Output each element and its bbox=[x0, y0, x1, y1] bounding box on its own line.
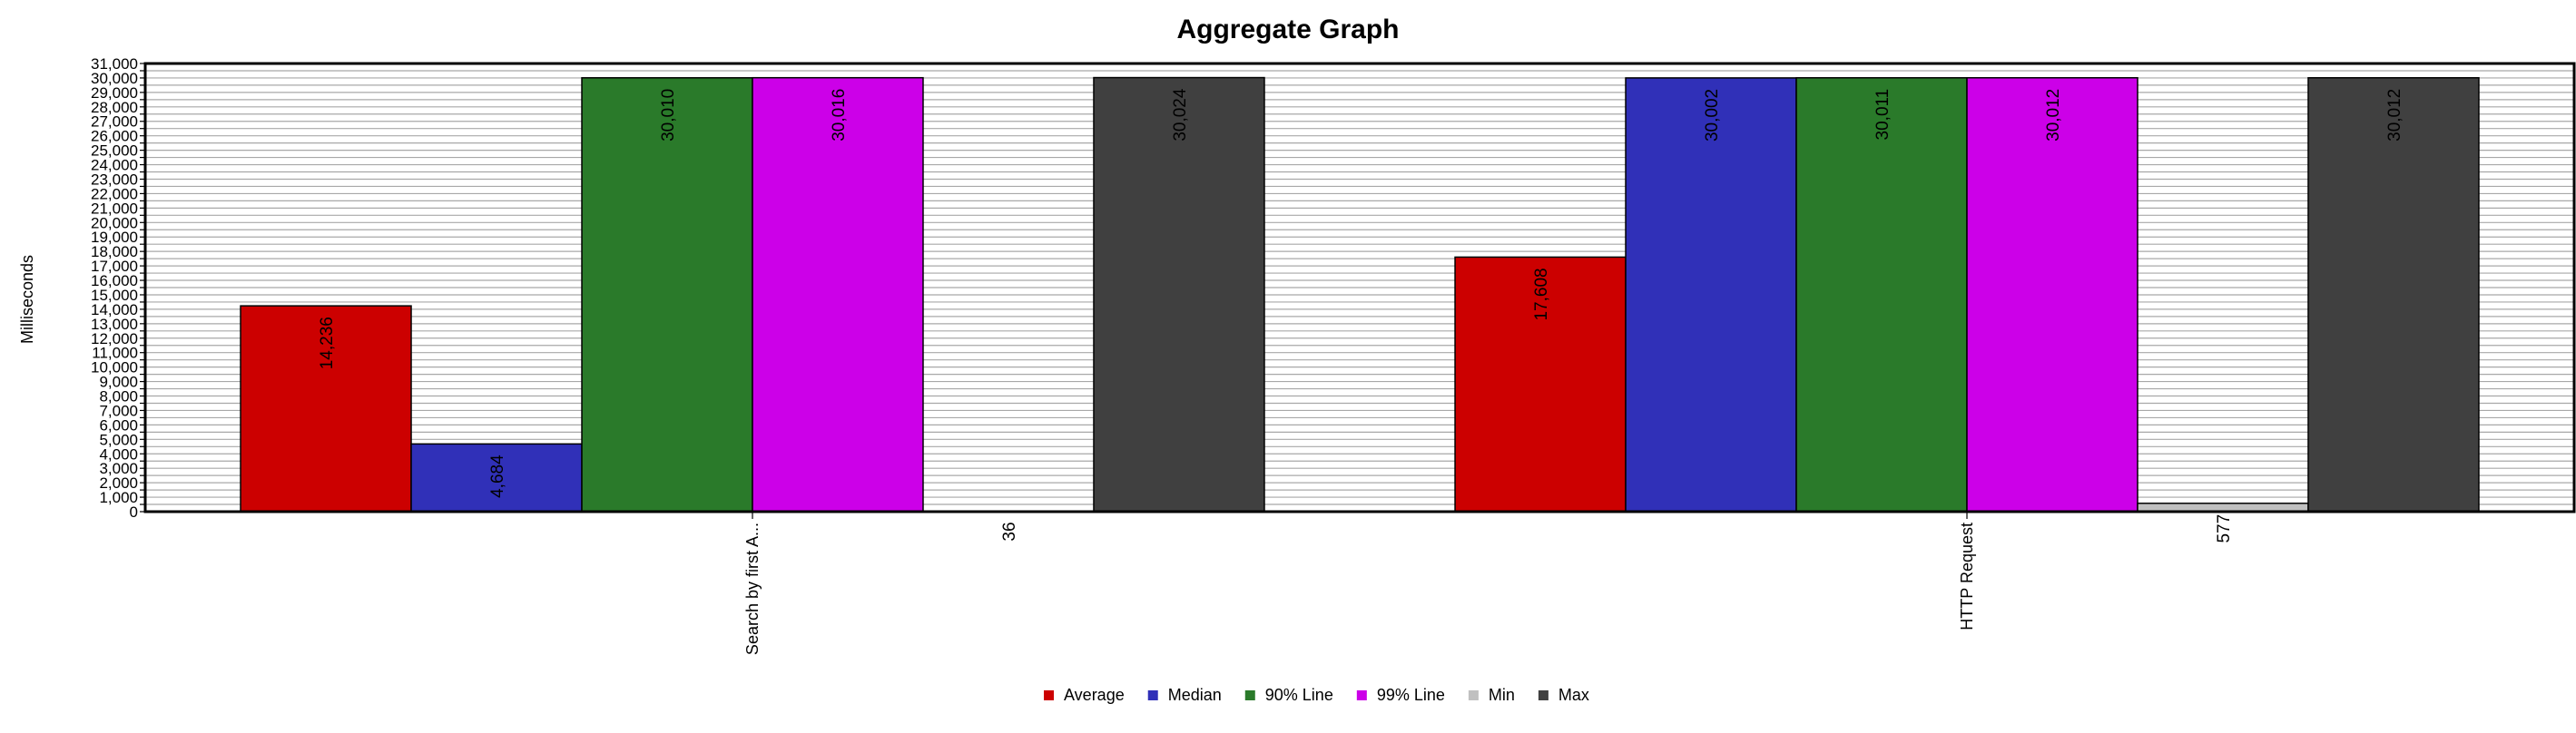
x-axis-ticks: Search by first A... HTTP Request bbox=[743, 512, 1976, 655]
data-label: 577 bbox=[2215, 514, 2234, 543]
legend-label: 99% Line bbox=[1377, 686, 1445, 704]
legend-swatch bbox=[1538, 690, 1549, 700]
y-tick-label: 8,000 bbox=[99, 388, 138, 406]
y-tick-label: 17,000 bbox=[91, 258, 138, 275]
legend-swatch bbox=[1244, 690, 1255, 700]
y-tick-label: 0 bbox=[130, 503, 138, 521]
y-tick-label: 15,000 bbox=[91, 287, 138, 304]
y-tick-label: 20,000 bbox=[91, 214, 138, 231]
bar-99-line-1 bbox=[752, 76, 924, 513]
data-label: 36 bbox=[1000, 522, 1019, 541]
data-labels: 14,236 4,684 30,010 30,016 36 30,024 17,608 30,… bbox=[318, 88, 2404, 542]
legend-item: Max bbox=[1538, 686, 1589, 704]
y-tick-label: 25,000 bbox=[91, 142, 138, 160]
data-label: 4,684 bbox=[488, 454, 507, 498]
bar-99-line-2 bbox=[1966, 76, 2138, 513]
y-tick-label: 1,000 bbox=[99, 489, 138, 506]
y-tick-label: 5,000 bbox=[99, 431, 138, 448]
y-tick-label: 18,000 bbox=[91, 243, 138, 260]
y-tick-label: 21,000 bbox=[91, 200, 138, 217]
legend-item: 90% Line bbox=[1244, 686, 1333, 704]
y-tick-label: 4,000 bbox=[99, 445, 138, 463]
x-tick-label: HTTP Request bbox=[1958, 523, 1976, 630]
y-tick-label: 14,000 bbox=[91, 301, 138, 318]
y-tick-label: 30,000 bbox=[91, 70, 138, 87]
bar-90-line-1 bbox=[581, 77, 753, 513]
legend-item: Min bbox=[1468, 686, 1515, 704]
data-label: 14,236 bbox=[318, 317, 337, 369]
y-tick-label: 28,000 bbox=[91, 99, 138, 116]
legend-swatch bbox=[1468, 690, 1479, 700]
legend-item: Average bbox=[1044, 686, 1125, 704]
y-tick-label: 3,000 bbox=[99, 460, 138, 477]
y-tick-label: 29,000 bbox=[91, 84, 138, 102]
y-tick-label: 11,000 bbox=[92, 345, 138, 362]
bar-max-2 bbox=[2307, 76, 2480, 513]
y-tick-label: 6,000 bbox=[99, 416, 138, 434]
y-tick-label: 13,000 bbox=[91, 316, 138, 333]
legend-item: Median bbox=[1147, 686, 1222, 704]
legend: Average Median 90% Line 99% Line Min Max bbox=[1044, 686, 1589, 704]
data-label: 30,012 bbox=[2385, 89, 2404, 142]
gridlines bbox=[145, 70, 2574, 505]
bar-average-1 bbox=[240, 305, 412, 513]
y-tick-label: 16,000 bbox=[91, 272, 138, 289]
y-tick-label: 2,000 bbox=[99, 474, 138, 492]
legend-label: 90% Line bbox=[1265, 686, 1333, 704]
y-tick-label: 19,000 bbox=[91, 229, 138, 246]
y-tick-label: 26,000 bbox=[91, 128, 138, 145]
legend-label: Median bbox=[1168, 686, 1222, 704]
data-label: 30,011 bbox=[1873, 89, 1893, 141]
x-tick-label: Search by first A... bbox=[743, 523, 762, 655]
y-tick-label: 27,000 bbox=[91, 113, 138, 131]
legend-label: Average bbox=[1064, 686, 1125, 704]
data-label: 30,016 bbox=[830, 89, 849, 142]
legend-swatch bbox=[1356, 690, 1367, 700]
data-label: 30,024 bbox=[1171, 88, 1190, 142]
y-axis-label: Milliseconds bbox=[18, 255, 36, 344]
data-label: 17,608 bbox=[1532, 268, 1551, 320]
bar-90-line-2 bbox=[1795, 77, 1968, 513]
legend-label: Min bbox=[1489, 686, 1515, 704]
y-axis-ticks: 01,0002,0003,0004,0005,0006,0007,0008,00… bbox=[91, 55, 145, 521]
bar-max-1 bbox=[1093, 76, 1265, 513]
chart-title: Aggregate Graph bbox=[1176, 15, 1399, 44]
y-tick-label: 23,000 bbox=[91, 171, 138, 188]
legend-label: Max bbox=[1558, 686, 1589, 704]
y-tick-label: 12,000 bbox=[91, 330, 138, 347]
bars bbox=[240, 76, 2480, 513]
legend-item: 99% Line bbox=[1356, 686, 1445, 704]
y-tick-label: 31,000 bbox=[91, 55, 138, 73]
data-label: 30,002 bbox=[1703, 89, 1722, 142]
y-tick-label: 7,000 bbox=[99, 402, 138, 419]
legend-swatch bbox=[1044, 690, 1054, 700]
legend-swatch bbox=[1147, 690, 1158, 700]
y-tick-label: 10,000 bbox=[91, 359, 138, 376]
bar-average-2 bbox=[1454, 256, 1627, 513]
y-tick-label: 24,000 bbox=[91, 157, 138, 174]
plot-frame bbox=[143, 62, 2576, 513]
y-tick-label: 22,000 bbox=[91, 185, 138, 202]
y-tick-label: 9,000 bbox=[99, 374, 138, 391]
data-label: 30,010 bbox=[659, 89, 678, 142]
data-label: 30,012 bbox=[2044, 89, 2063, 142]
bar-median-2 bbox=[1625, 77, 1797, 513]
